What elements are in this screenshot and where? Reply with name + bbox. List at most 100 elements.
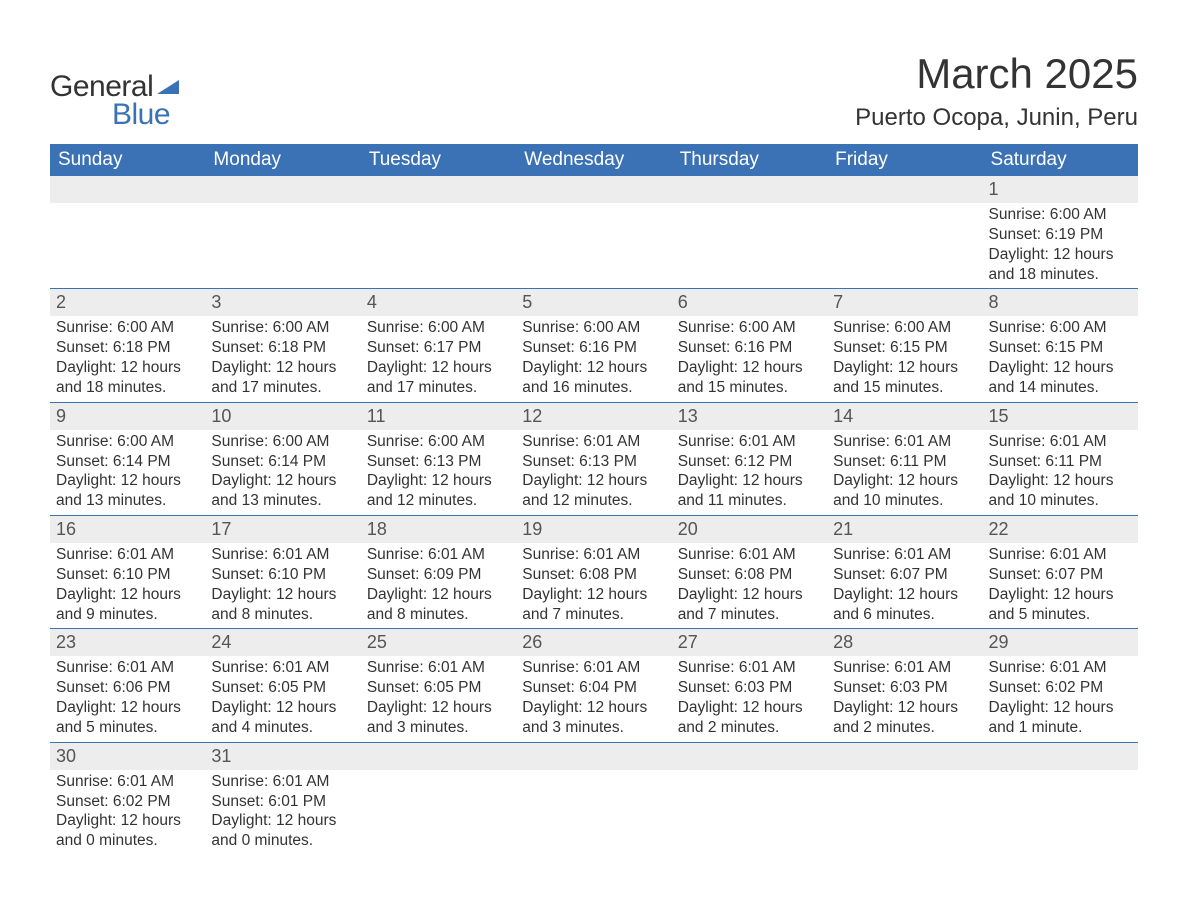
day-content: Sunrise: 6:01 AMSunset: 6:03 PMDaylight:… [678, 658, 821, 737]
daylight-text: Daylight: 12 hours and 1 minute. [989, 698, 1132, 738]
sunset-text: Sunset: 6:13 PM [367, 452, 510, 472]
day-number: 3 [205, 289, 360, 316]
day-content: Sunrise: 6:01 AMSunset: 6:07 PMDaylight:… [833, 545, 976, 624]
location-subtitle: Puerto Ocopa, Junin, Peru [855, 104, 1138, 132]
calendar-day: 27Sunrise: 6:01 AMSunset: 6:03 PMDayligh… [672, 629, 827, 742]
month-title: March 2025 [855, 50, 1138, 98]
sunset-text: Sunset: 6:11 PM [989, 452, 1132, 472]
sunset-text: Sunset: 6:14 PM [211, 452, 354, 472]
day-content: Sunrise: 6:01 AMSunset: 6:06 PMDaylight:… [56, 658, 199, 737]
day-content: Sunrise: 6:01 AMSunset: 6:03 PMDaylight:… [833, 658, 976, 737]
day-number [50, 176, 205, 203]
daylight-text: Daylight: 12 hours and 17 minutes. [211, 358, 354, 398]
calendar-day: 30Sunrise: 6:01 AMSunset: 6:02 PMDayligh… [50, 742, 205, 855]
day-content: Sunrise: 6:01 AMSunset: 6:02 PMDaylight:… [989, 658, 1132, 737]
day-content: Sunrise: 6:01 AMSunset: 6:08 PMDaylight:… [678, 545, 821, 624]
day-number: 22 [983, 516, 1138, 543]
daylight-text: Daylight: 12 hours and 12 minutes. [367, 471, 510, 511]
sunset-text: Sunset: 6:02 PM [989, 678, 1132, 698]
day-number: 15 [983, 403, 1138, 430]
day-content: Sunrise: 6:01 AMSunset: 6:07 PMDaylight:… [989, 545, 1132, 624]
day-number: 5 [516, 289, 671, 316]
sunset-text: Sunset: 6:12 PM [678, 452, 821, 472]
day-number: 18 [361, 516, 516, 543]
calendar-day: 13Sunrise: 6:01 AMSunset: 6:12 PMDayligh… [672, 402, 827, 515]
calendar-day: 31Sunrise: 6:01 AMSunset: 6:01 PMDayligh… [205, 742, 360, 855]
calendar-day: 12Sunrise: 6:01 AMSunset: 6:13 PMDayligh… [516, 402, 671, 515]
calendar-day [672, 176, 827, 289]
sunrise-text: Sunrise: 6:01 AM [367, 658, 510, 678]
sunset-text: Sunset: 6:15 PM [833, 338, 976, 358]
daylight-text: Daylight: 12 hours and 11 minutes. [678, 471, 821, 511]
day-header: Tuesday [361, 144, 516, 176]
day-number: 24 [205, 629, 360, 656]
calendar-week: 2Sunrise: 6:00 AMSunset: 6:18 PMDaylight… [50, 289, 1138, 402]
sunset-text: Sunset: 6:01 PM [211, 792, 354, 812]
calendar-day: 20Sunrise: 6:01 AMSunset: 6:08 PMDayligh… [672, 516, 827, 629]
day-header: Monday [205, 144, 360, 176]
calendar-week: 1Sunrise: 6:00 AMSunset: 6:19 PMDaylight… [50, 176, 1138, 289]
day-number: 13 [672, 403, 827, 430]
sunset-text: Sunset: 6:02 PM [56, 792, 199, 812]
sunrise-text: Sunrise: 6:01 AM [989, 432, 1132, 452]
sunrise-text: Sunrise: 6:01 AM [989, 658, 1132, 678]
logo: General Blue [50, 70, 187, 132]
sunrise-text: Sunrise: 6:00 AM [833, 318, 976, 338]
calendar-day [361, 742, 516, 855]
calendar-day: 14Sunrise: 6:01 AMSunset: 6:11 PMDayligh… [827, 402, 982, 515]
sunrise-text: Sunrise: 6:01 AM [678, 545, 821, 565]
daylight-text: Daylight: 12 hours and 2 minutes. [678, 698, 821, 738]
sunrise-text: Sunrise: 6:01 AM [211, 658, 354, 678]
daylight-text: Daylight: 12 hours and 0 minutes. [211, 811, 354, 851]
day-header: Saturday [983, 144, 1138, 176]
daylight-text: Daylight: 12 hours and 0 minutes. [56, 811, 199, 851]
daylight-text: Daylight: 12 hours and 7 minutes. [522, 585, 665, 625]
calendar-day [361, 176, 516, 289]
daylight-text: Daylight: 12 hours and 3 minutes. [522, 698, 665, 738]
sunrise-text: Sunrise: 6:01 AM [989, 545, 1132, 565]
sunrise-text: Sunrise: 6:01 AM [522, 545, 665, 565]
calendar-week: 9Sunrise: 6:00 AMSunset: 6:14 PMDaylight… [50, 402, 1138, 515]
sunrise-text: Sunrise: 6:01 AM [522, 432, 665, 452]
sunset-text: Sunset: 6:09 PM [367, 565, 510, 585]
sunset-text: Sunset: 6:03 PM [678, 678, 821, 698]
day-number [983, 743, 1138, 770]
sunrise-text: Sunrise: 6:00 AM [56, 432, 199, 452]
sunrise-text: Sunrise: 6:01 AM [678, 432, 821, 452]
sunrise-text: Sunrise: 6:00 AM [989, 205, 1132, 225]
calendar-day: 2Sunrise: 6:00 AMSunset: 6:18 PMDaylight… [50, 289, 205, 402]
day-number [672, 176, 827, 203]
day-content: Sunrise: 6:01 AMSunset: 6:12 PMDaylight:… [678, 432, 821, 511]
sunrise-text: Sunrise: 6:01 AM [833, 432, 976, 452]
day-number: 30 [50, 743, 205, 770]
sunset-text: Sunset: 6:08 PM [522, 565, 665, 585]
daylight-text: Daylight: 12 hours and 18 minutes. [56, 358, 199, 398]
title-block: March 2025 Puerto Ocopa, Junin, Peru [855, 50, 1138, 132]
calendar-day [672, 742, 827, 855]
day-number [516, 176, 671, 203]
daylight-text: Daylight: 12 hours and 3 minutes. [367, 698, 510, 738]
calendar-day: 21Sunrise: 6:01 AMSunset: 6:07 PMDayligh… [827, 516, 982, 629]
daylight-text: Daylight: 12 hours and 2 minutes. [833, 698, 976, 738]
day-number [516, 743, 671, 770]
day-number: 31 [205, 743, 360, 770]
calendar-day [516, 176, 671, 289]
sunset-text: Sunset: 6:11 PM [833, 452, 976, 472]
day-content: Sunrise: 6:00 AMSunset: 6:13 PMDaylight:… [367, 432, 510, 511]
day-header: Wednesday [516, 144, 671, 176]
day-number [827, 176, 982, 203]
sunset-text: Sunset: 6:06 PM [56, 678, 199, 698]
sunset-text: Sunset: 6:17 PM [367, 338, 510, 358]
sunrise-text: Sunrise: 6:01 AM [833, 658, 976, 678]
day-number: 2 [50, 289, 205, 316]
day-content: Sunrise: 6:01 AMSunset: 6:05 PMDaylight:… [211, 658, 354, 737]
day-number: 9 [50, 403, 205, 430]
sunrise-text: Sunrise: 6:00 AM [211, 432, 354, 452]
calendar-day: 19Sunrise: 6:01 AMSunset: 6:08 PMDayligh… [516, 516, 671, 629]
day-number: 14 [827, 403, 982, 430]
day-number: 25 [361, 629, 516, 656]
calendar-day: 11Sunrise: 6:00 AMSunset: 6:13 PMDayligh… [361, 402, 516, 515]
calendar-day: 16Sunrise: 6:01 AMSunset: 6:10 PMDayligh… [50, 516, 205, 629]
day-content: Sunrise: 6:01 AMSunset: 6:02 PMDaylight:… [56, 772, 199, 851]
sunrise-text: Sunrise: 6:01 AM [367, 545, 510, 565]
